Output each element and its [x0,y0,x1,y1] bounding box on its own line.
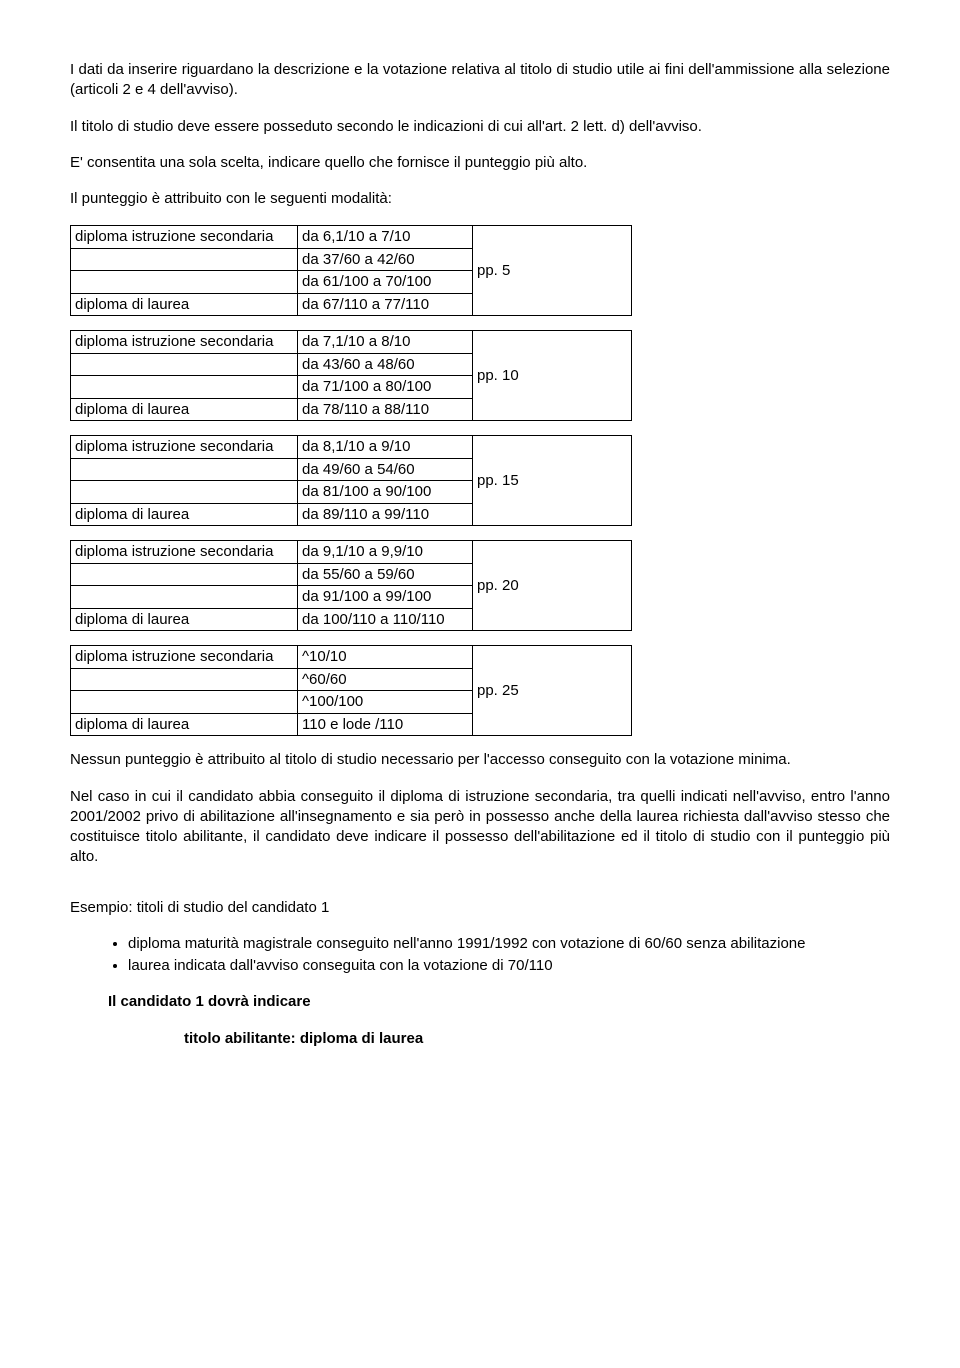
label-laurea: diploma di laurea [71,713,298,736]
label-secondary: diploma istruzione secondaria [71,331,298,354]
label-secondary: diploma istruzione secondaria [71,646,298,669]
empty-cell [71,458,298,481]
range-cell: da 100/110 a 110/110 [298,608,473,631]
range-cell: da 78/110 a 88/110 [298,398,473,421]
empty-cell [71,248,298,271]
example-item-1: diploma maturità magistrale conseguito n… [128,934,890,954]
intro-para-1: I dati da inserire riguardano la descriz… [70,60,890,101]
range-cell: da 55/60 a 59/60 [298,563,473,586]
label-secondary: diploma istruzione secondaria [71,226,298,249]
empty-cell [71,481,298,504]
example-answer: titolo abilitante: diploma di laurea [184,1029,890,1049]
empty-cell [71,668,298,691]
empty-cell [71,353,298,376]
range-cell: da 67/110 a 77/110 [298,293,473,316]
empty-cell [71,691,298,714]
points-cell: pp. 20 [473,541,632,631]
range-cell: da 43/60 a 48/60 [298,353,473,376]
label-laurea: diploma di laurea [71,293,298,316]
range-cell: da 7,1/10 a 8/10 [298,331,473,354]
label-secondary: diploma istruzione secondaria [71,541,298,564]
intro-para-2: Il titolo di studio deve essere possedut… [70,117,890,137]
range-cell: ^60/60 [298,668,473,691]
range-cell: da 61/100 a 70/100 [298,271,473,294]
score-table-1: diploma istruzione secondaria da 6,1/10 … [70,225,632,316]
label-laurea: diploma di laurea [71,503,298,526]
range-cell: da 6,1/10 a 7/10 [298,226,473,249]
example-must-indicate: Il candidato 1 dovrà indicare [108,992,890,1012]
points-cell: pp. 15 [473,436,632,526]
range-cell: da 8,1/10 a 9/10 [298,436,473,459]
after-para-1: Nessun punteggio è attribuito al titolo … [70,750,890,770]
range-cell: da 89/110 a 99/110 [298,503,473,526]
example-list: diploma maturità magistrale conseguito n… [70,934,890,977]
range-cell: da 71/100 a 80/100 [298,376,473,399]
range-cell: da 91/100 a 99/100 [298,586,473,609]
example-title: Esempio: titoli di studio del candidato … [70,898,890,918]
range-cell: ^100/100 [298,691,473,714]
after-para-2: Nel caso in cui il candidato abbia conse… [70,787,890,868]
example-item-2: laurea indicata dall'avviso conseguita c… [128,956,890,976]
points-cell: pp. 10 [473,331,632,421]
points-cell: pp. 25 [473,646,632,736]
range-cell: 110 e lode /110 [298,713,473,736]
label-laurea: diploma di laurea [71,608,298,631]
empty-cell [71,271,298,294]
score-table-5: diploma istruzione secondaria ^10/10 pp.… [70,645,632,736]
score-table-2: diploma istruzione secondaria da 7,1/10 … [70,330,632,421]
score-table-4: diploma istruzione secondaria da 9,1/10 … [70,540,632,631]
empty-cell [71,563,298,586]
range-cell: da 37/60 a 42/60 [298,248,473,271]
empty-cell [71,376,298,399]
score-table-3: diploma istruzione secondaria da 8,1/10 … [70,435,632,526]
empty-cell [71,586,298,609]
range-cell: da 9,1/10 a 9,9/10 [298,541,473,564]
range-cell: ^10/10 [298,646,473,669]
label-secondary: diploma istruzione secondaria [71,436,298,459]
range-cell: da 81/100 a 90/100 [298,481,473,504]
label-laurea: diploma di laurea [71,398,298,421]
intro-para-4: Il punteggio è attribuito con le seguent… [70,189,890,209]
intro-para-3: E' consentita una sola scelta, indicare … [70,153,890,173]
range-cell: da 49/60 a 54/60 [298,458,473,481]
points-cell: pp. 5 [473,226,632,316]
